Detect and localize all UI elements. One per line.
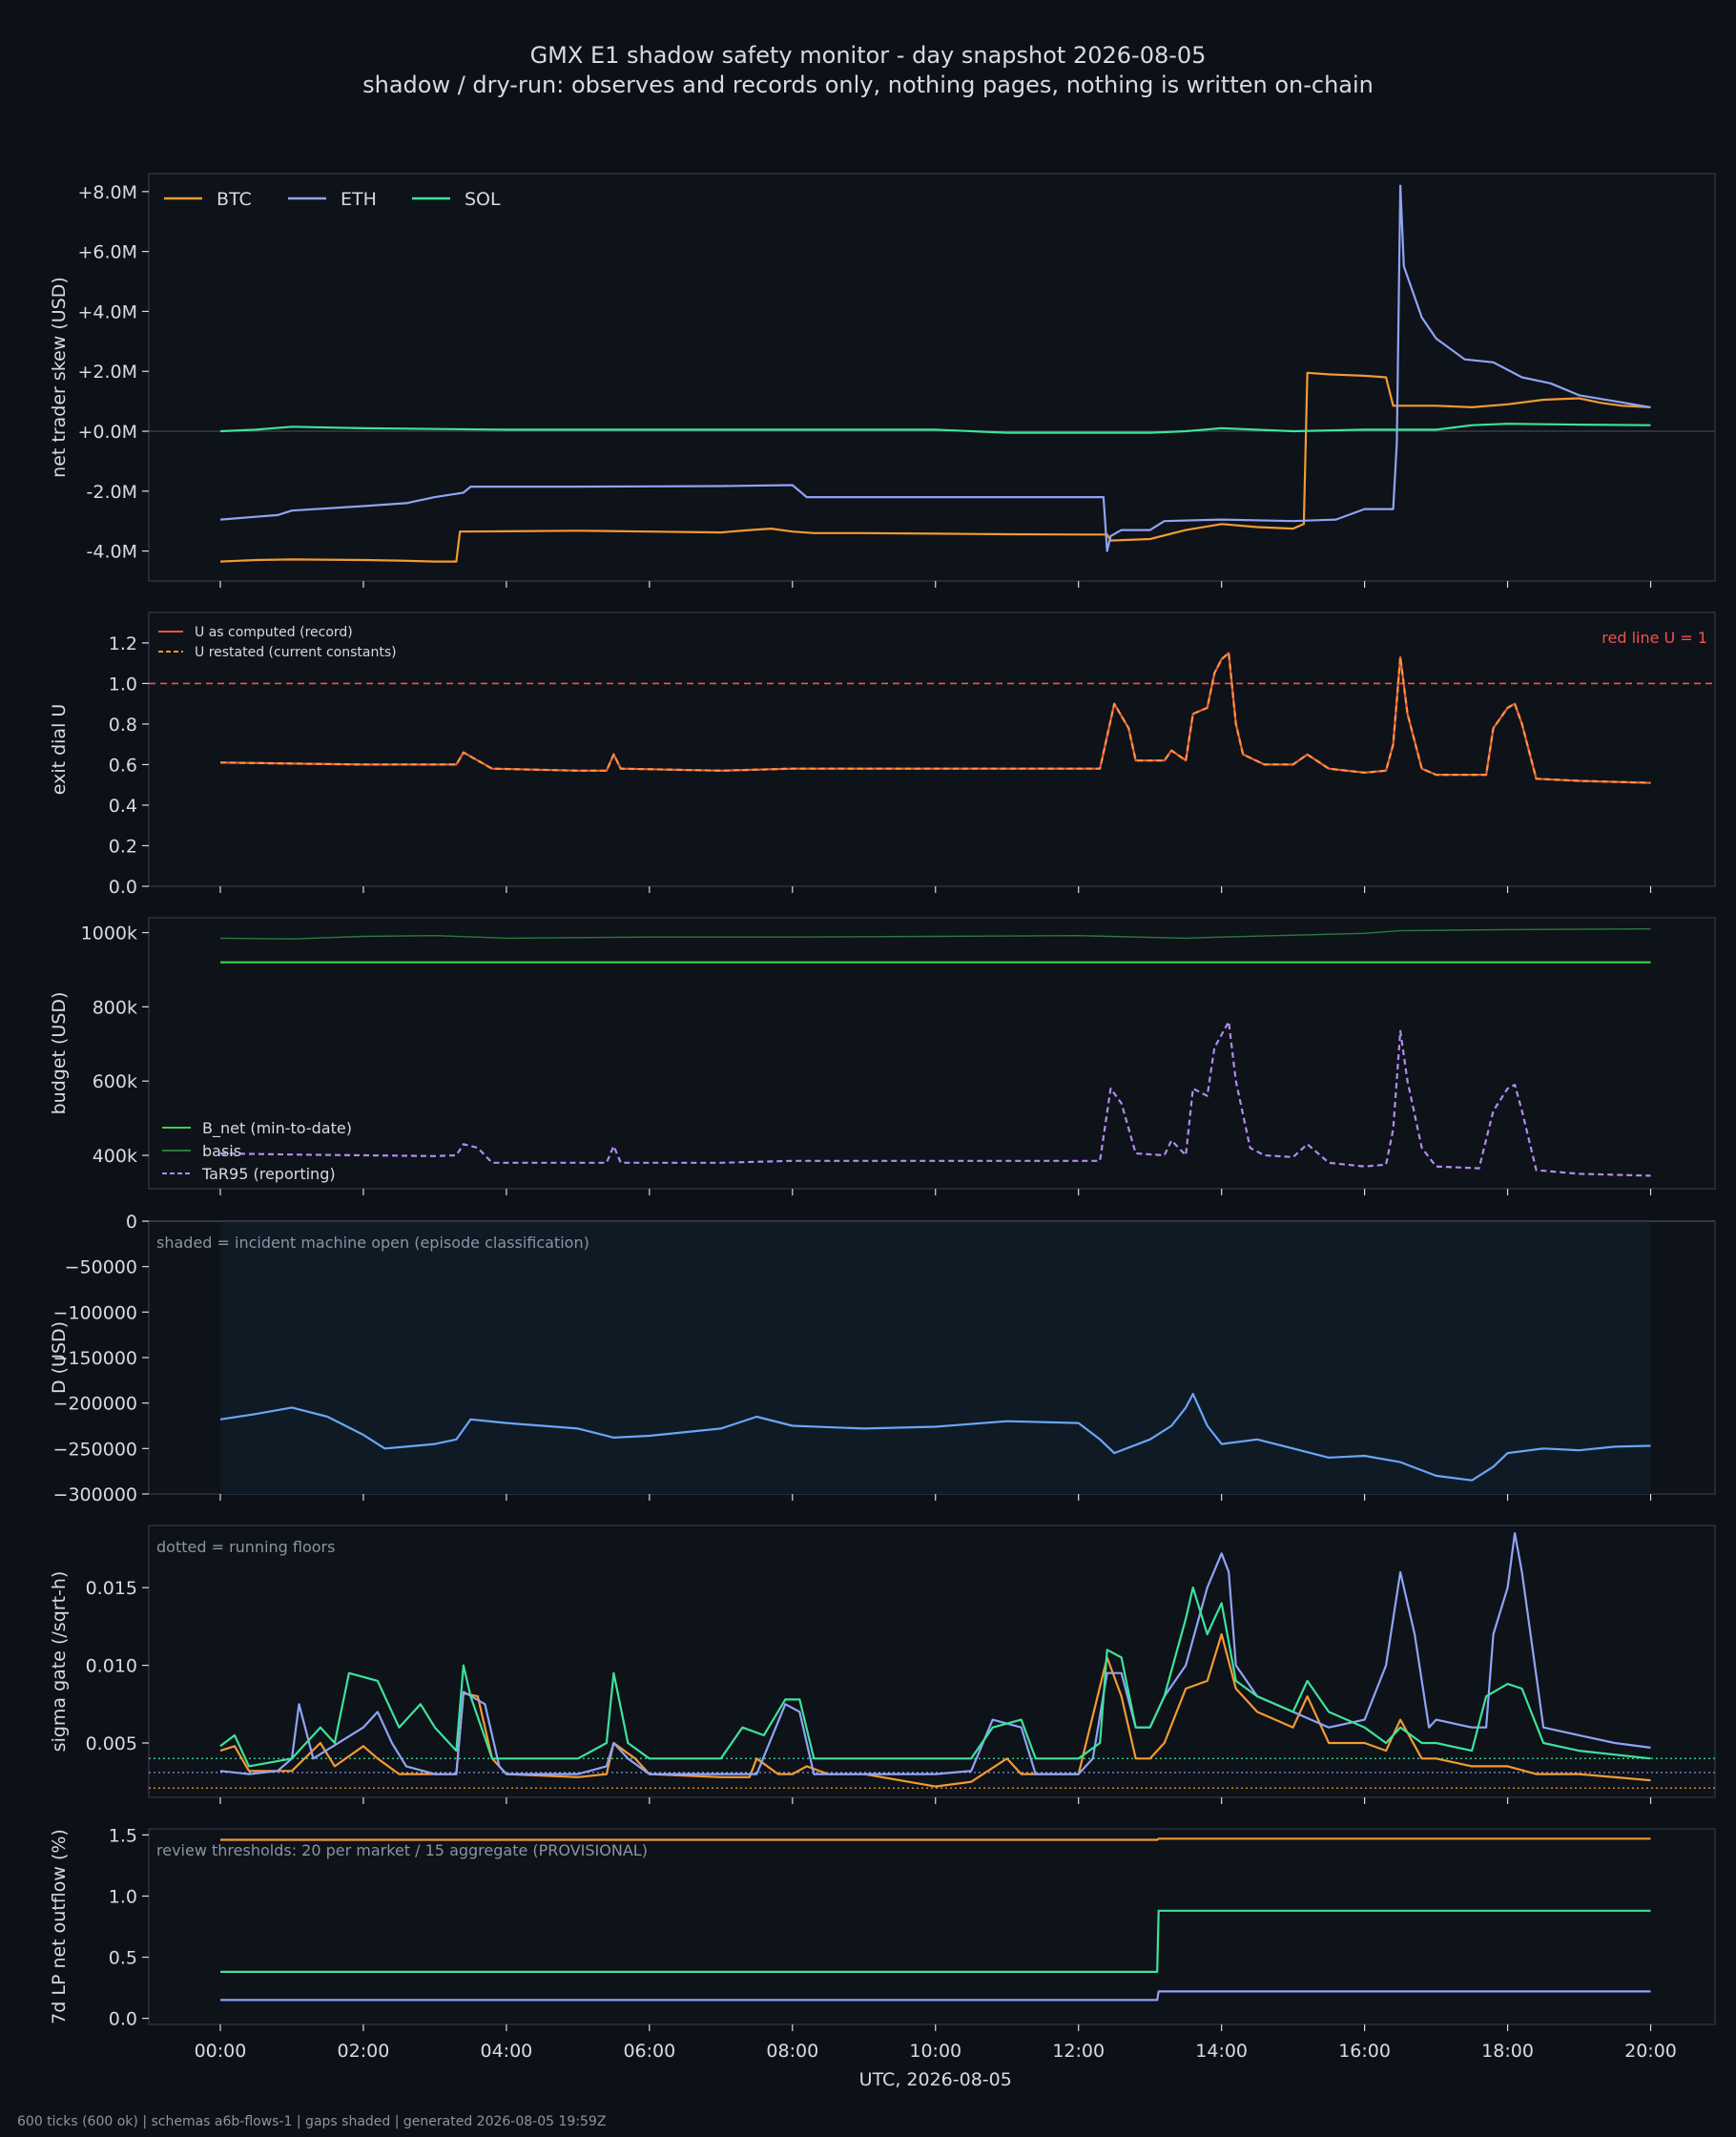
panel-frame [148,173,1716,582]
y-axis-label: 7d LP net outflow (%) [49,1829,70,2024]
legend-label: TaR95 (reporting) [201,1165,336,1183]
y-tick-label: 1.0 [109,1886,137,1907]
x-tick-label: 16:00 [1338,2041,1391,2062]
legend-label: basis [202,1142,241,1160]
red-line-label: red line U = 1 [1602,629,1707,647]
x-tick-label: 20:00 [1624,2041,1677,2062]
x-axis-label: UTC, 2026-08-05 [859,2069,1012,2090]
y-tick-label: -2.0M [87,482,137,503]
panel-lp_outflow: 0.0 0.5 1.0 1.5 7d LP net outflow (%) review … [49,1825,1716,2031]
panel-annotation: review thresholds: 20 per market / 15 ag… [156,1841,648,1859]
y-tick-label: 0.2 [109,836,137,857]
y-tick-label: 0.5 [109,1948,137,1969]
incident-shade [219,1221,1651,1494]
y-tick-label: 0.4 [109,796,137,817]
y-tick-label: 0.0 [109,2009,137,2030]
x-tick-label: 02:00 [338,2041,390,2062]
y-tick-label: 1.5 [109,1825,137,1846]
x-tick-label: 12:00 [1052,2041,1105,2062]
panel-budget: 400k 600k 800k 1000k budget (USD) B_net (min-… [49,917,1716,1195]
legend-label: ETH [341,189,377,210]
y-tick-label: +8.0M [77,182,137,203]
x-tick-label: 10:00 [909,2041,961,2062]
y-axis-label: net trader skew (USD) [49,277,70,478]
panel-frame [148,612,1716,887]
y-tick-label: +4.0M [77,301,137,322]
y-tick-label: 1.0 [109,674,137,695]
x-tick-label: 08:00 [766,2041,818,2062]
figure-title: GMX E1 shadow safety monitor - day snaps… [530,42,1207,69]
y-tick-label: −100000 [53,1302,137,1323]
series-d-line [219,1393,1651,1482]
x-tick-label: 18:00 [1481,2041,1534,2062]
y-axis-label: budget (USD) [49,992,70,1115]
y-axis-label: exit dial U [49,704,70,796]
x-tick-label: 14:00 [1195,2041,1248,2062]
series-eth-line [219,184,1651,552]
series-basis-line [219,928,1651,940]
y-tick-label: 0.8 [109,715,137,736]
y-tick-label: +6.0M [77,242,137,263]
series-sol-line [220,1909,1651,1973]
series-btc-line [220,1837,1651,1841]
panel-frame [148,917,1716,1190]
legend-label: BTC [217,189,252,210]
series-btc-line [219,371,1651,563]
panel-exit_dial: 0.0 0.2 0.4 0.6 0.8 1.0 1.2 exit dial U red line… [49,612,1716,898]
y-tick-label: 0.6 [109,755,137,776]
figure-subtitle: shadow / dry-run: observes and records o… [362,72,1374,98]
y-tick-label: −200000 [53,1394,137,1415]
y-tick-label: -4.0M [87,542,137,563]
y-tick-label: 0.015 [86,1578,137,1599]
series-u-restated-current-constants-line [219,652,1651,784]
series-sol-line [219,423,1651,434]
y-tick-label: +0.0M [77,422,137,443]
series-eth-line [219,1532,1651,1775]
y-tick-label: +2.0M [77,362,137,383]
y-tick-label: −50000 [65,1257,137,1278]
legend-label: U restated (current constants) [195,645,397,660]
y-tick-label: −300000 [53,1484,137,1505]
y-tick-label: 0 [126,1212,137,1233]
chart-panels: -4.0M -2.0M +0.0M +2.0M +4.0M +6.0M +8.0M net t… [49,173,1716,2090]
legend-label: SOL [465,189,501,210]
y-tick-label: 0.0 [109,877,137,898]
y-tick-label: 1000k [81,923,137,944]
y-axis-label: sigma gate (/sqrt-h) [49,1571,70,1753]
legend-label: B_net (min-to-date) [202,1119,352,1138]
y-tick-label: −150000 [53,1348,137,1369]
y-axis-label: D (USD) [49,1321,70,1394]
x-tick-label: 04:00 [481,2041,533,2062]
panel-d_usd: −300000 −250000 −200000 −150000 −100000 −5000… [49,1212,1716,1505]
y-tick-label: 0.005 [86,1733,137,1754]
panel-annotation: shaded = incident machine open (episode … [156,1234,589,1252]
x-tick-label: 00:00 [195,2041,247,2062]
panel-sigma_gate: 0.005 0.010 0.015 sigma gate (/sqrt-h) dotte… [49,1525,1716,1804]
y-tick-label: 800k [93,997,137,1018]
y-tick-label: 600k [93,1071,137,1092]
series-sol-line [219,1587,1651,1768]
y-tick-label: −250000 [53,1439,137,1460]
series-eth-line [220,1990,1651,2002]
x-tick-label: 06:00 [623,2041,675,2062]
series-tar95-reporting-line [219,1020,1651,1177]
panel-annotation: dotted = running floors [156,1538,335,1556]
y-tick-label: 0.010 [86,1656,137,1677]
y-tick-label: 1.2 [109,633,137,654]
footer-status: 600 ticks (600 ok) | schemas a6b-flows-1… [17,2114,606,2129]
legend-label: U as computed (record) [195,625,353,640]
panel-skew: -4.0M -2.0M +0.0M +2.0M +4.0M +6.0M +8.0M net t… [49,173,1716,588]
panel-frame [148,1525,1716,1798]
y-tick-label: 400k [93,1146,137,1167]
